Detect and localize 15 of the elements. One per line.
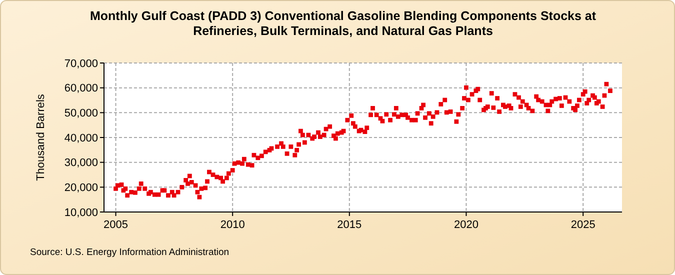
x-tick-label: 2005 [104, 219, 128, 231]
y-tick-label: 60,000 [64, 82, 98, 95]
y-tick-label: 20,000 [64, 182, 98, 194]
source-note: Source: U.S. Energy Information Administration [30, 247, 230, 258]
y-tick-label: 50,000 [64, 108, 98, 120]
y-axis-title: Thousand Barrels [35, 94, 47, 181]
x-tick-label: 2020 [454, 219, 478, 231]
y-tick-label: 70,000 [64, 58, 98, 70]
y-tick-label: 40,000 [64, 132, 98, 144]
chart-title: Monthly Gulf Coast (PADD 3) Conventional Gasoline Blending Components Stocks at Refineries, Bulk Terminals, and Natural Gas Plants [90, 9, 597, 38]
x-tick-label: 2010 [220, 219, 245, 231]
y-tick-label: 10,000 [64, 206, 98, 219]
y-tick-label: 30,000 [64, 157, 98, 170]
x-tick-label: 2025 [570, 219, 596, 231]
x-tick-label: 2015 [337, 219, 362, 231]
